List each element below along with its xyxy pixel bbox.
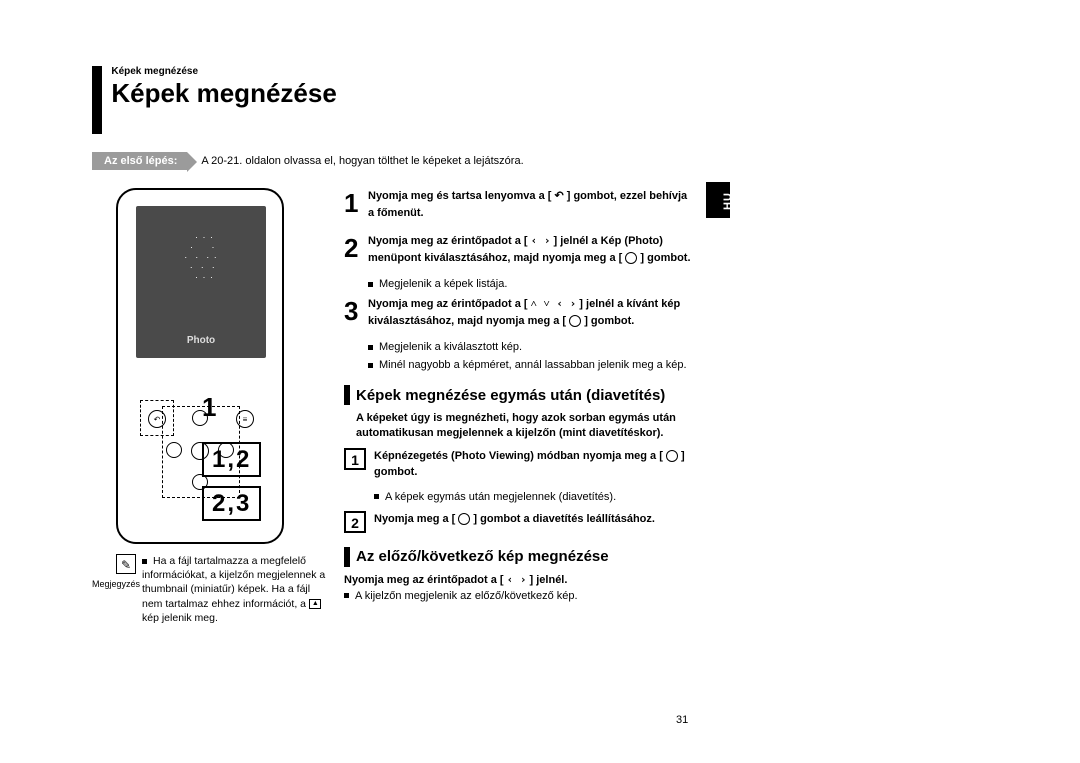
main-columns: · · · · · · · · · · · · · · · Photo ↶ ≡ … [92, 188, 692, 625]
page-header: Képek megnézése Képek megnézése [92, 66, 692, 134]
step-3-bullet-2: Minél nagyobb a képméret, annál lassabba… [368, 359, 692, 371]
slideshow-title: Képek megnézése egymás után (diavetítés) [356, 387, 665, 404]
breadcrumb: Képek megnézése [111, 66, 336, 77]
first-step-badge: Az első lépés: [92, 152, 187, 170]
slideshow-step-1: 1 Képnézegetés (Photo Viewing) módban ny… [344, 448, 692, 481]
note-text: Ha a fájl tartalmazza a megfelelő inform… [142, 554, 328, 625]
callout-1: 1 [202, 392, 216, 423]
boxed-number: 2 [344, 511, 366, 533]
screen-label: Photo [136, 335, 266, 346]
step-2: 2 Nyomja meg az érintőpadot a [ ‹ › ] je… [344, 233, 692, 266]
center-icon [569, 315, 581, 327]
photo-icon: · · · · · · · · · · · · · · · [136, 232, 266, 282]
slideshow-header: Képek megnézése egymás után (diavetítés) [344, 385, 692, 405]
step-number: 2 [344, 233, 368, 266]
page-title: Képek megnézése [111, 79, 336, 108]
center-icon [625, 252, 637, 264]
first-step-text: A 20-21. oldalon olvassa el, hogyan tölt… [201, 155, 523, 167]
note-block: ✎ Megjegyzés Ha a fájl tartalmazza a meg… [92, 554, 328, 625]
device-screen: · · · · · · · · · · · · · · · Photo [136, 206, 266, 358]
pencil-icon: ✎ [116, 554, 136, 574]
section-bar-decoration [344, 547, 350, 567]
center-icon [458, 513, 470, 525]
page-number: 31 [676, 714, 688, 726]
slideshow-intro: A képeket úgy is megnézheti, hogy azok s… [344, 411, 692, 448]
language-tab: HU [706, 182, 730, 218]
page-content: Képek megnézése Képek megnézése Az első … [92, 66, 692, 625]
step-number: 1 [344, 188, 368, 221]
slideshow-step-2: 2 Nyomja meg a [ ] gombot a diavetítés l… [344, 511, 692, 533]
center-icon [666, 450, 678, 462]
placeholder-image-icon [309, 599, 321, 609]
section-bar-decoration [344, 385, 350, 405]
step-instruction: Nyomja meg és tartsa lenyomva a [ ↶ ] go… [368, 190, 687, 219]
prevnext-header: Az előző/következő kép megnézése [344, 547, 692, 567]
note-label: Megjegyzés [92, 579, 140, 589]
prevnext-instruction: Nyomja meg az érintőpadot a [ ‹ › ] jeln… [344, 573, 692, 586]
step-1: 1 Nyomja meg és tartsa lenyomva a [ ↶ ] … [344, 188, 692, 221]
step-3: 3 Nyomja meg az érintőpadot a [ ˄ ˅ ‹ › … [344, 296, 692, 329]
callout-23: 2,3 [202, 490, 261, 518]
first-step-row: Az első lépés: A 20-21. oldalon olvassa … [92, 152, 692, 170]
boxed-number: 1 [344, 448, 366, 470]
slideshow-step-1-bullet: A képek egymás után megjelennek (diavetí… [374, 491, 692, 503]
step-3-bullet-1: Megjelenik a kiválasztott kép. [368, 341, 692, 353]
right-column: 1 Nyomja meg és tartsa lenyomva a [ ↶ ] … [328, 188, 692, 625]
title-bar-decoration [92, 66, 102, 134]
callout-12: 1,2 [202, 446, 261, 474]
note-badge: ✎ Megjegyzés [92, 554, 142, 625]
prevnext-bullet: A kijelzőn megjelenik az előző/következő… [344, 590, 692, 602]
prevnext-title: Az előző/következő kép megnézése [356, 548, 609, 565]
step-2-bullet: Megjelenik a képek listája. [368, 278, 692, 290]
step-number: 3 [344, 296, 368, 329]
